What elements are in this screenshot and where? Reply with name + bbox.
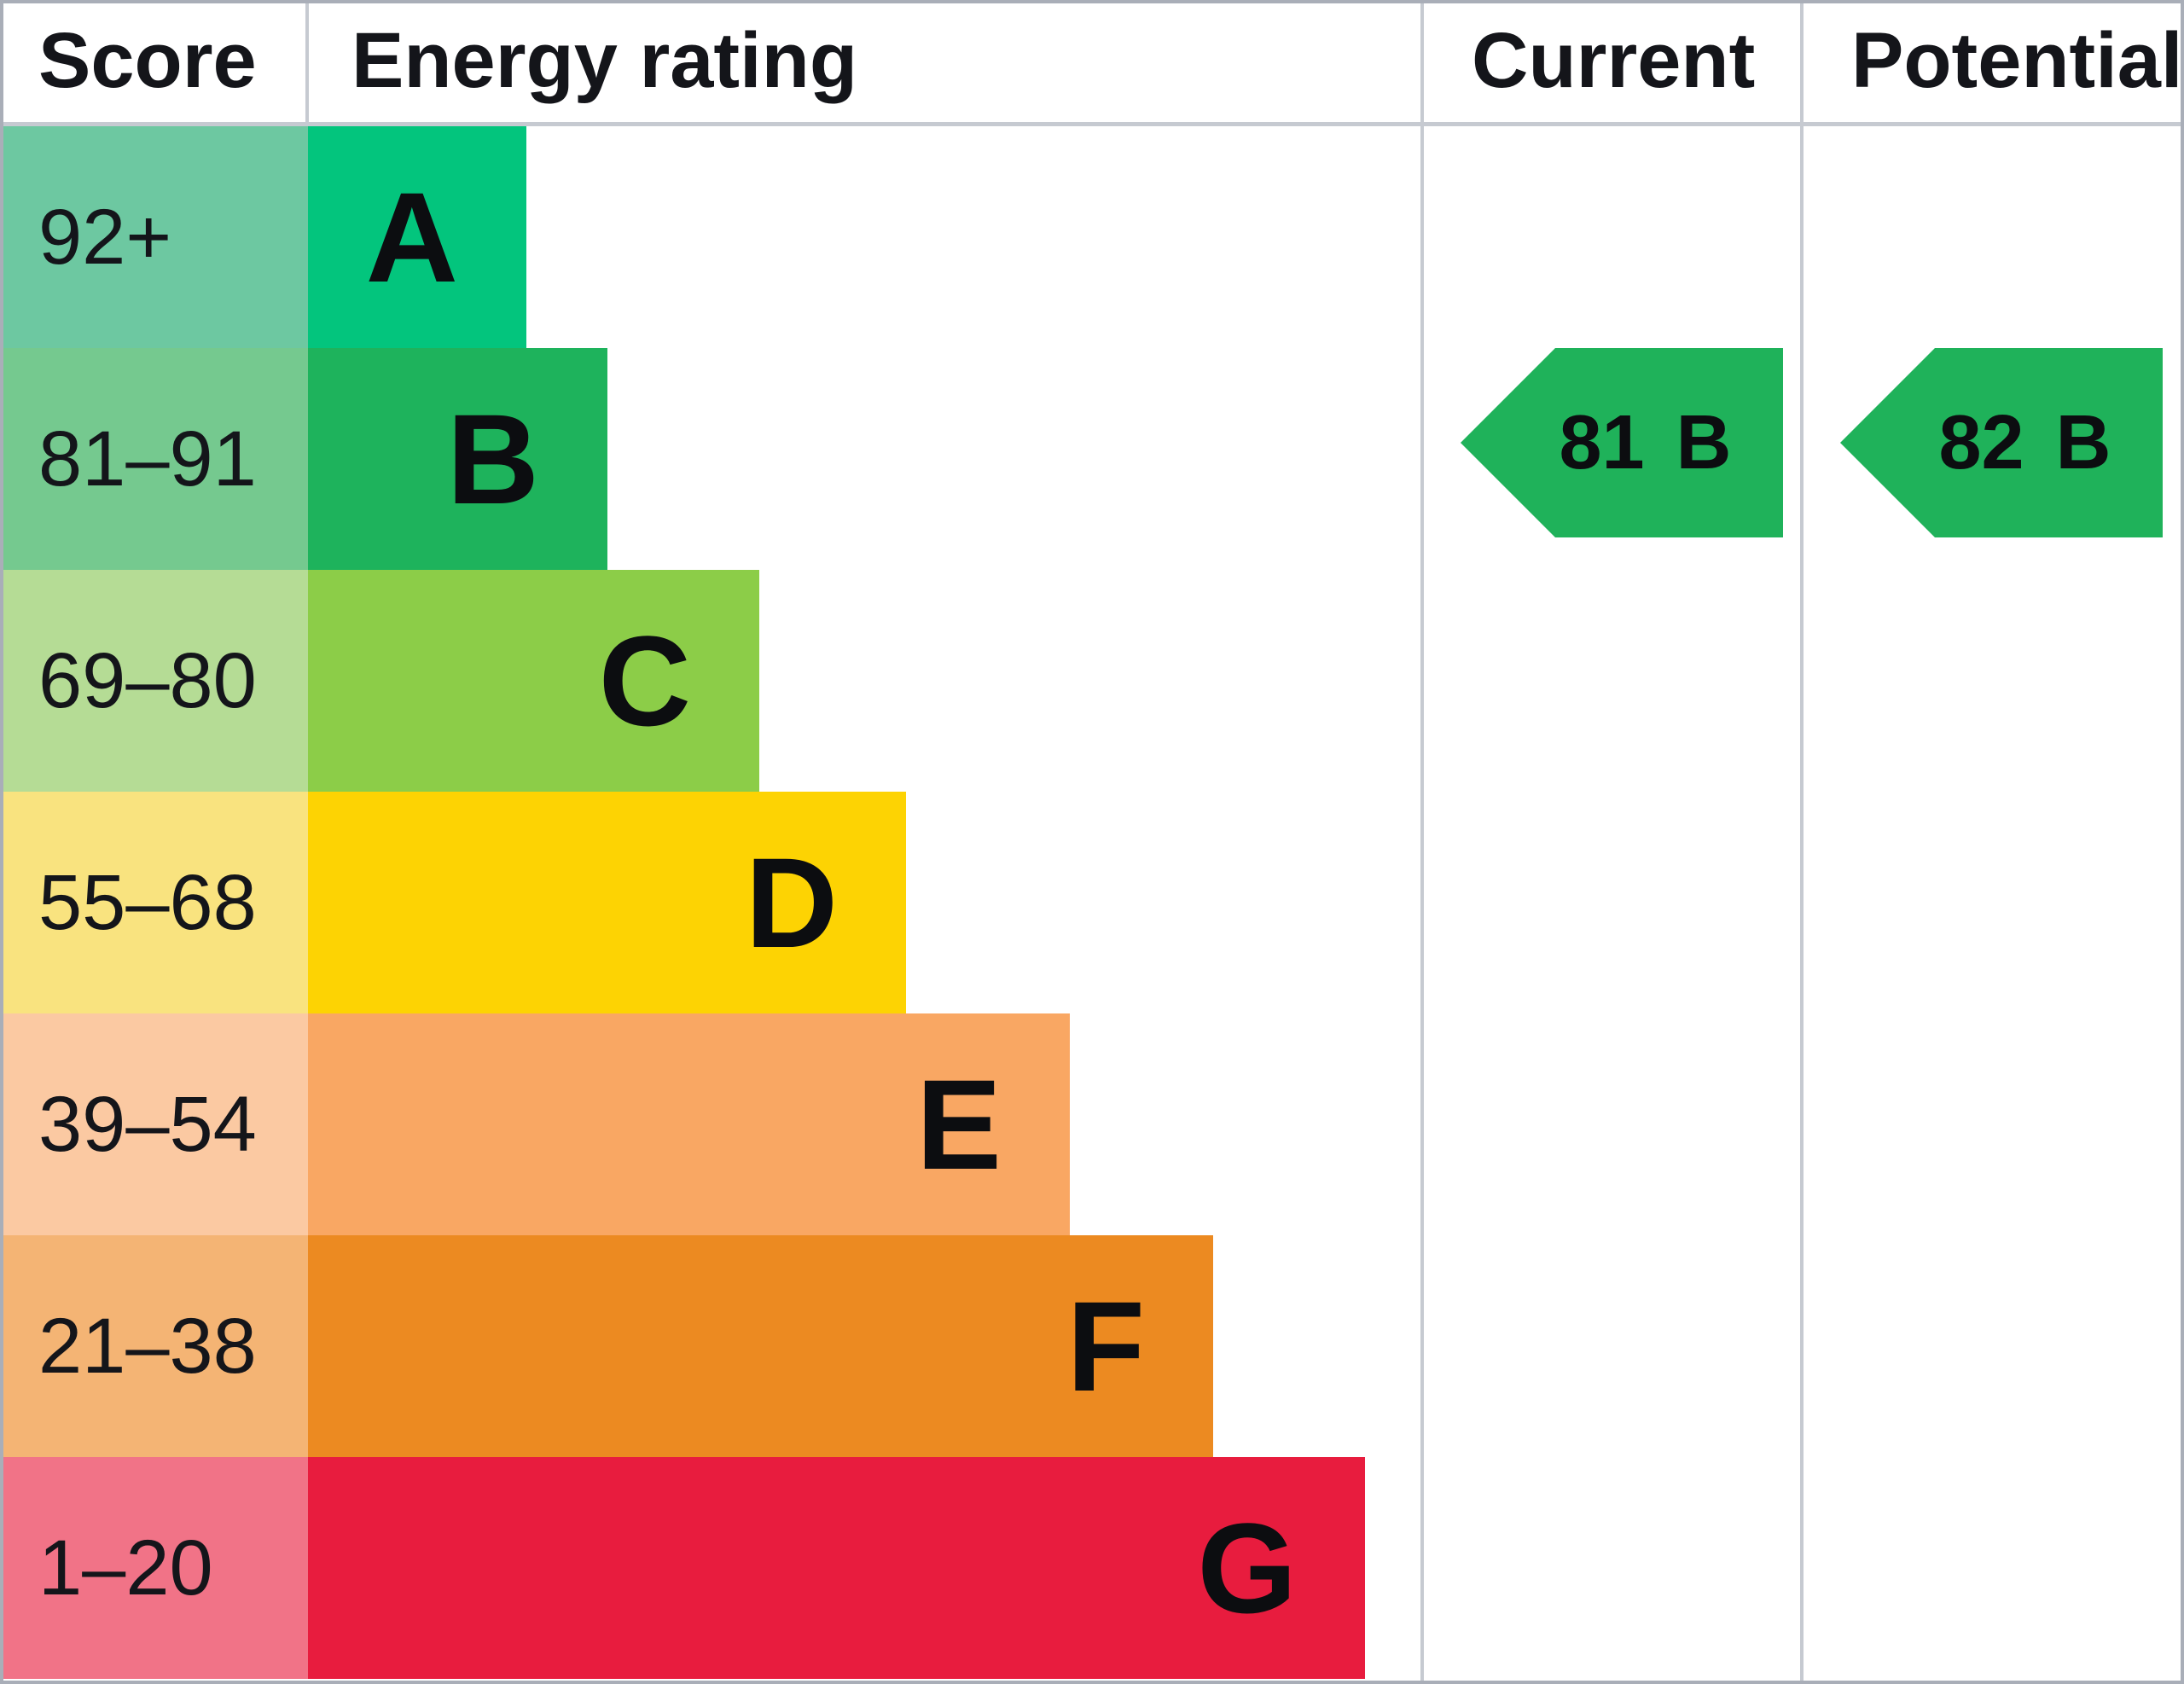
score-range-label: 69–80 (3, 570, 308, 792)
rating-letter: A (365, 165, 458, 309)
rating-bar-g: G (308, 1457, 1365, 1679)
band-row-c: 69–80 C (3, 570, 2181, 792)
score-column-divider (305, 0, 309, 126)
rating-letter: F (1066, 1275, 1145, 1418)
score-range-label: 39–54 (3, 1013, 308, 1235)
rating-bar-c: C (308, 570, 759, 792)
rating-bar-f: F (308, 1235, 1213, 1457)
score-range-label: 1–20 (3, 1457, 308, 1679)
rating-bar-b: B (308, 348, 607, 570)
score-range-label: 21–38 (3, 1235, 308, 1457)
rating-letter: E (915, 1053, 1002, 1196)
header-divider-line (0, 122, 2184, 126)
score-range-label: 55–68 (3, 792, 308, 1013)
rating-letter: C (598, 609, 691, 752)
band-row-b: 81–91 B (3, 348, 2181, 570)
potential-column-divider (1800, 0, 1804, 1684)
rating-letter: B (446, 387, 539, 531)
column-header-energy-rating: Energy rating (351, 17, 858, 104)
rating-bar-a: A (308, 126, 526, 348)
band-row-g: 1–20 G (3, 1457, 2181, 1679)
potential-rating-value: 82 B (1938, 400, 2111, 485)
score-range-label: 92+ (3, 126, 308, 348)
band-row-d: 55–68 D (3, 792, 2181, 1013)
current-column-divider (1420, 0, 1424, 1684)
column-header-current: Current (1472, 17, 1756, 104)
column-header-score: Score (38, 17, 257, 104)
band-row-a: 92+ A (3, 126, 2181, 348)
rating-bar-d: D (308, 792, 906, 1013)
band-row-f: 21–38 F (3, 1235, 2181, 1457)
rating-bar-e: E (308, 1013, 1070, 1235)
score-range-label: 81–91 (3, 348, 308, 570)
rating-letter: D (745, 831, 838, 974)
band-row-e: 39–54 E (3, 1013, 2181, 1235)
rating-letter: G (1197, 1496, 1297, 1640)
band-rows: 92+ A 81–91 B 69–80 C 55–68 D 39–54 E 21… (3, 126, 2181, 1679)
current-rating-value: 81 B (1559, 400, 1732, 485)
column-header-potential: Potential (1851, 17, 2183, 104)
